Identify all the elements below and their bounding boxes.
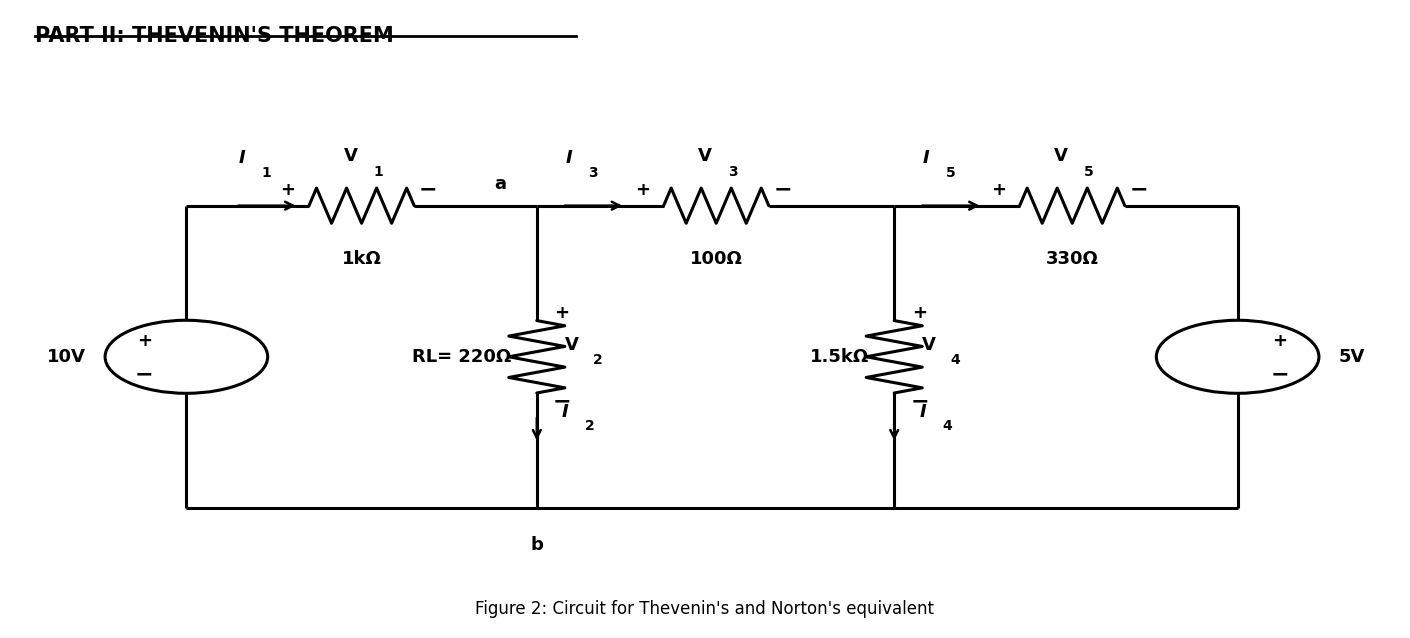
Text: b: b [530, 536, 543, 554]
Text: I: I [240, 149, 245, 167]
Text: 1kΩ: 1kΩ [341, 249, 382, 268]
Text: 3: 3 [588, 167, 598, 181]
Text: 100Ω: 100Ω [689, 249, 743, 268]
Text: −: − [1270, 364, 1289, 385]
Text: V: V [344, 147, 357, 165]
Text: −: − [553, 392, 571, 412]
Text: 10V: 10V [47, 348, 86, 366]
Text: 2: 2 [592, 353, 602, 367]
Text: a: a [493, 175, 506, 193]
Text: V: V [565, 336, 578, 355]
Text: V: V [698, 147, 712, 165]
Text: 330Ω: 330Ω [1046, 249, 1098, 268]
Text: −: − [774, 180, 792, 200]
Text: I: I [919, 403, 926, 421]
Text: 1.5kΩ: 1.5kΩ [809, 348, 869, 366]
Text: 4: 4 [950, 353, 960, 367]
Text: +: + [991, 181, 1007, 199]
Text: −: − [135, 364, 154, 385]
Text: 2: 2 [585, 419, 594, 433]
Text: +: + [634, 181, 650, 199]
Text: +: + [1272, 332, 1287, 350]
Text: +: + [281, 181, 296, 199]
Text: +: + [554, 304, 570, 322]
Text: PART II: THEVENIN'S THEOREM: PART II: THEVENIN'S THEOREM [35, 26, 393, 46]
Text: V: V [922, 336, 936, 355]
Text: −: − [1129, 180, 1148, 200]
Text: 5: 5 [946, 167, 955, 181]
Text: 4: 4 [942, 419, 952, 433]
Text: +: + [137, 332, 152, 350]
Text: Figure 2: Circuit for Thevenin's and Norton's equivalent: Figure 2: Circuit for Thevenin's and Nor… [475, 600, 935, 618]
Text: 5: 5 [1084, 165, 1094, 179]
Text: −: − [419, 180, 437, 200]
Text: I: I [924, 149, 929, 167]
Text: RL= 220Ω: RL= 220Ω [412, 348, 512, 366]
Text: 3: 3 [728, 165, 737, 179]
Text: +: + [912, 304, 926, 322]
Text: 1: 1 [374, 165, 384, 179]
Text: 1: 1 [261, 167, 271, 181]
Text: 5V: 5V [1338, 348, 1365, 366]
Text: V: V [1055, 147, 1067, 165]
Text: I: I [565, 149, 572, 167]
Text: −: − [909, 392, 929, 412]
Text: I: I [563, 403, 568, 421]
